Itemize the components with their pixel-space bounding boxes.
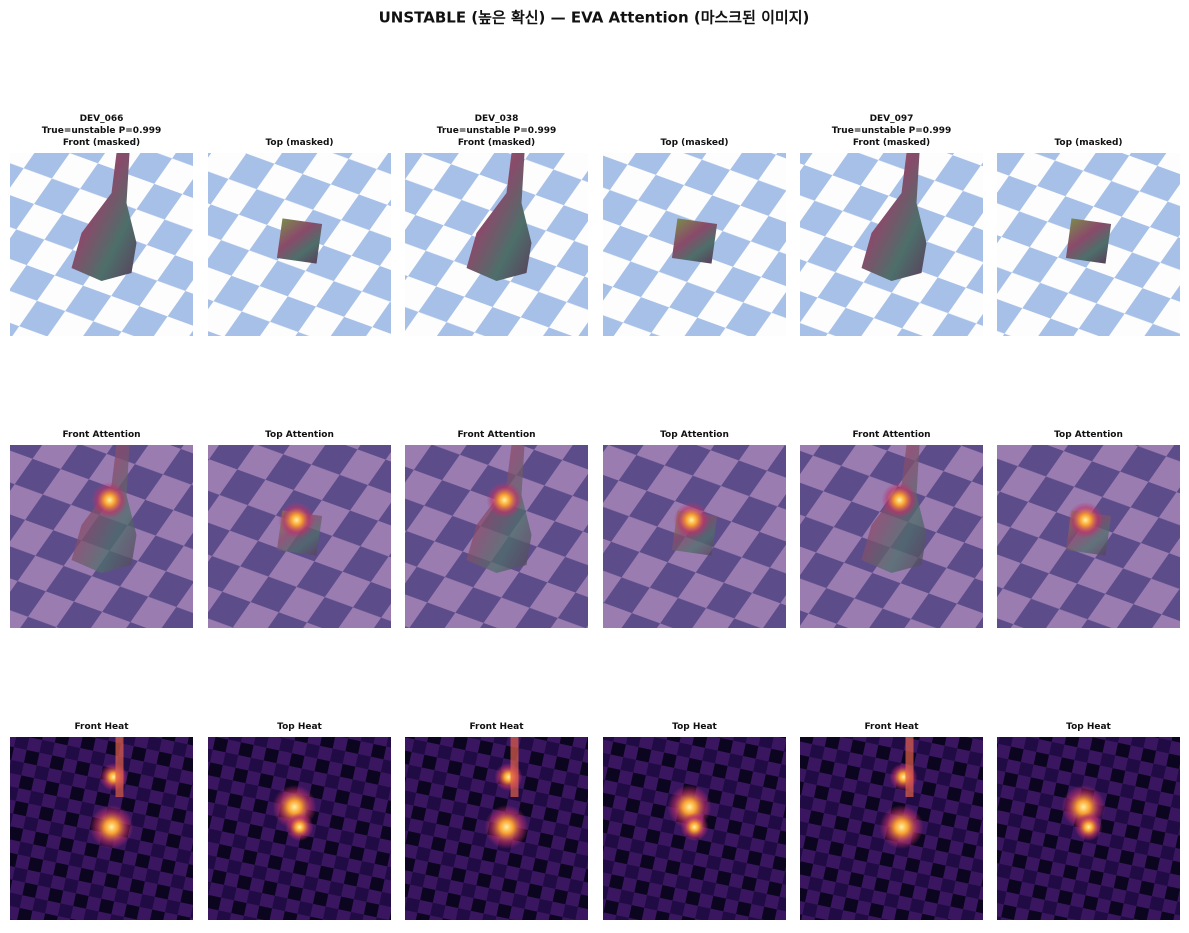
- image-content: [603, 153, 786, 336]
- image-content: [603, 737, 786, 920]
- panel-image: [603, 737, 786, 920]
- image-content: [800, 153, 983, 336]
- panel-image: [10, 445, 193, 628]
- attention-spot: [881, 482, 918, 518]
- panel-title: Top Attention: [1054, 430, 1123, 440]
- image-content: [10, 445, 193, 628]
- panel-title: DEV_097: [870, 114, 914, 124]
- image-content: [997, 153, 1180, 336]
- tower: [71, 153, 137, 281]
- block: [276, 218, 323, 264]
- panel-image: [800, 153, 983, 336]
- panel-title: Top Heat: [1066, 722, 1111, 732]
- panel-image: [10, 153, 193, 336]
- image-content: [800, 445, 983, 628]
- image-content: [800, 737, 983, 920]
- tower: [861, 153, 927, 281]
- panel-title: DEV_066: [80, 114, 124, 124]
- image-content: [405, 737, 588, 920]
- image-content: [10, 153, 193, 336]
- heat-streak: [905, 737, 914, 797]
- panel-image: [997, 737, 1180, 920]
- panel-image: [405, 153, 588, 336]
- panel-image: [10, 737, 193, 920]
- image-content: [997, 737, 1180, 920]
- panel-title: Front Attention: [457, 430, 535, 440]
- heat-spot: [285, 813, 314, 841]
- panel-title: Top Attention: [660, 430, 729, 440]
- panel-title: Front Attention: [852, 430, 930, 440]
- attention-spot: [91, 482, 128, 518]
- panel-title: Top Heat: [672, 722, 717, 732]
- panel-title: Front Attention: [62, 430, 140, 440]
- image-content: [405, 153, 588, 336]
- panel-title: Front Heat: [864, 722, 919, 732]
- image-content: [208, 445, 391, 628]
- figure-title: UNSTABLE (높은 확신) — EVA Attention (마스크된 이…: [379, 9, 810, 27]
- tower: [466, 153, 532, 281]
- panel-title: True=unstable P=0.999: [437, 126, 557, 136]
- image-content: [208, 737, 391, 920]
- heat-spot: [89, 805, 134, 849]
- panel-title: Front (masked): [853, 138, 930, 148]
- image-content: [997, 445, 1180, 628]
- panel-image: [800, 445, 983, 628]
- panel-image: [405, 737, 588, 920]
- panel-title: Top Attention: [265, 430, 334, 440]
- heat-streak: [115, 737, 124, 797]
- panel-title: Front Heat: [469, 722, 524, 732]
- image-content: [208, 153, 391, 336]
- heat-streak: [510, 737, 519, 797]
- heat-spot: [879, 805, 924, 849]
- heat-spot: [484, 805, 529, 849]
- attention-spot: [486, 482, 523, 518]
- panel-image: [997, 153, 1180, 336]
- panel-title: DEV_038: [475, 114, 519, 124]
- panel-title: Top Heat: [277, 722, 322, 732]
- attention-spot: [673, 502, 710, 538]
- panel-image: [405, 445, 588, 628]
- attention-spot: [278, 502, 315, 538]
- panel-image: [997, 445, 1180, 628]
- panel-image: [800, 737, 983, 920]
- block: [1065, 218, 1112, 264]
- image-content: [10, 737, 193, 920]
- heat-spot: [1074, 813, 1103, 841]
- block: [671, 218, 718, 264]
- panel-image: [208, 445, 391, 628]
- panel-image: [603, 445, 786, 628]
- panel-title: True=unstable P=0.999: [42, 126, 162, 136]
- panel-title: Front (masked): [63, 138, 140, 148]
- panel-title: Top (masked): [265, 138, 333, 148]
- image-content: [603, 445, 786, 628]
- panel-image: [603, 153, 786, 336]
- attention-spot: [1067, 502, 1104, 538]
- panel-title: Front Heat: [74, 722, 129, 732]
- panel-title: Top (masked): [660, 138, 728, 148]
- panel-image: [208, 153, 391, 336]
- panel-title: True=unstable P=0.999: [832, 126, 952, 136]
- heat-spot: [680, 813, 709, 841]
- panel-image: [208, 737, 391, 920]
- panel-title: Top (masked): [1054, 138, 1122, 148]
- image-content: [405, 445, 588, 628]
- panel-title: Front (masked): [458, 138, 535, 148]
